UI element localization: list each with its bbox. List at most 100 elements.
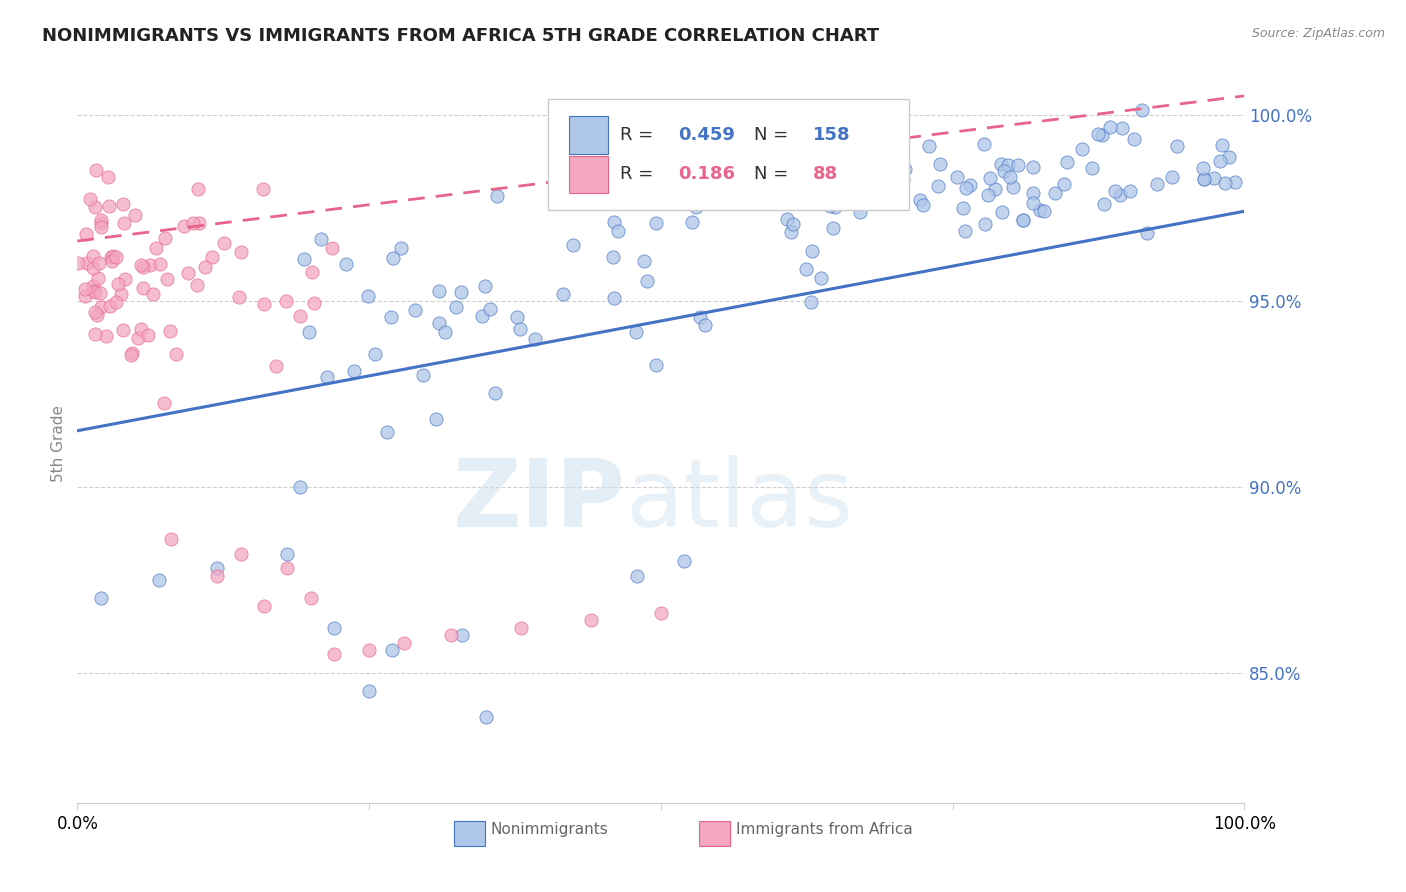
Point [626, 325, 648, 339]
Point [603, 214, 626, 228]
Point [484, 385, 506, 400]
Point [111, 323, 134, 337]
Point [207, 561, 229, 575]
Point [1081, 161, 1104, 176]
Point [818, 199, 841, 213]
Point [105, 295, 128, 310]
Point [1161, 169, 1184, 184]
Point [984, 182, 1007, 196]
Point [997, 158, 1019, 172]
Point [450, 285, 472, 299]
Point [1098, 120, 1121, 134]
Point [132, 281, 155, 295]
Point [104, 250, 127, 264]
Point [412, 368, 434, 382]
Point [780, 225, 803, 239]
Point [1218, 150, 1240, 164]
Point [298, 325, 321, 339]
Point [607, 224, 630, 238]
Point [506, 310, 529, 324]
Point [75, 227, 97, 241]
Point [959, 178, 981, 192]
Point [880, 169, 903, 184]
Point [1108, 188, 1130, 202]
Point [389, 241, 412, 255]
Point [562, 238, 585, 252]
Point [884, 176, 907, 190]
FancyBboxPatch shape [454, 822, 485, 846]
Point [569, 163, 592, 178]
Point [1146, 178, 1168, 192]
Point [1092, 197, 1115, 211]
Point [818, 147, 841, 161]
Point [98, 199, 121, 213]
Point [103, 249, 125, 263]
Point [626, 569, 648, 583]
Point [849, 205, 872, 219]
Point [429, 284, 451, 298]
Text: NONIMMIGRANTS VS IMMIGRANTS FROM AFRICA 5TH GRADE CORRELATION CHART: NONIMMIGRANTS VS IMMIGRANTS FROM AFRICA … [42, 27, 879, 45]
Point [579, 614, 602, 628]
Point [1022, 196, 1045, 211]
Point [1211, 138, 1233, 153]
Point [693, 318, 716, 333]
Point [84, 305, 107, 319]
Point [730, 163, 752, 178]
Point [404, 302, 426, 317]
Point [100, 299, 122, 313]
Point [264, 359, 287, 373]
Point [1043, 186, 1066, 200]
Point [86, 308, 108, 322]
Point [444, 300, 467, 314]
Point [782, 217, 804, 231]
Point [138, 328, 160, 343]
Point [142, 287, 165, 301]
Point [89, 285, 111, 300]
Point [645, 216, 668, 230]
Point [159, 324, 181, 338]
Point [1166, 139, 1188, 153]
Point [335, 257, 357, 271]
Point [87, 256, 110, 270]
Point [139, 258, 162, 272]
Point [149, 257, 172, 271]
Text: 158: 158 [813, 126, 851, 144]
Text: 88: 88 [813, 166, 838, 184]
Point [509, 321, 531, 335]
Point [148, 573, 170, 587]
Point [824, 201, 846, 215]
Point [186, 278, 208, 293]
Point [1091, 128, 1114, 142]
Point [381, 643, 404, 657]
Point [84, 285, 107, 300]
Point [821, 220, 844, 235]
Point [159, 532, 181, 546]
Point [1022, 160, 1045, 174]
Point [603, 292, 626, 306]
Point [993, 164, 1015, 178]
Point [145, 241, 167, 255]
Point [979, 170, 1001, 185]
Point [1111, 120, 1133, 135]
Point [1223, 175, 1246, 189]
Point [253, 297, 276, 311]
Point [392, 636, 415, 650]
Point [1136, 227, 1159, 241]
Point [813, 171, 835, 186]
Point [76, 255, 98, 269]
Point [253, 599, 276, 613]
Point [681, 215, 703, 229]
Point [1192, 171, 1215, 186]
Point [1007, 157, 1029, 171]
Point [479, 302, 502, 317]
Point [292, 252, 315, 266]
Point [381, 251, 404, 265]
Point [173, 219, 195, 233]
Point [1022, 186, 1045, 200]
Point [810, 270, 832, 285]
Point [82, 249, 104, 263]
Point [114, 216, 136, 230]
Point [977, 188, 1000, 202]
Y-axis label: 5th Grade: 5th Grade [51, 405, 66, 483]
Point [101, 253, 124, 268]
